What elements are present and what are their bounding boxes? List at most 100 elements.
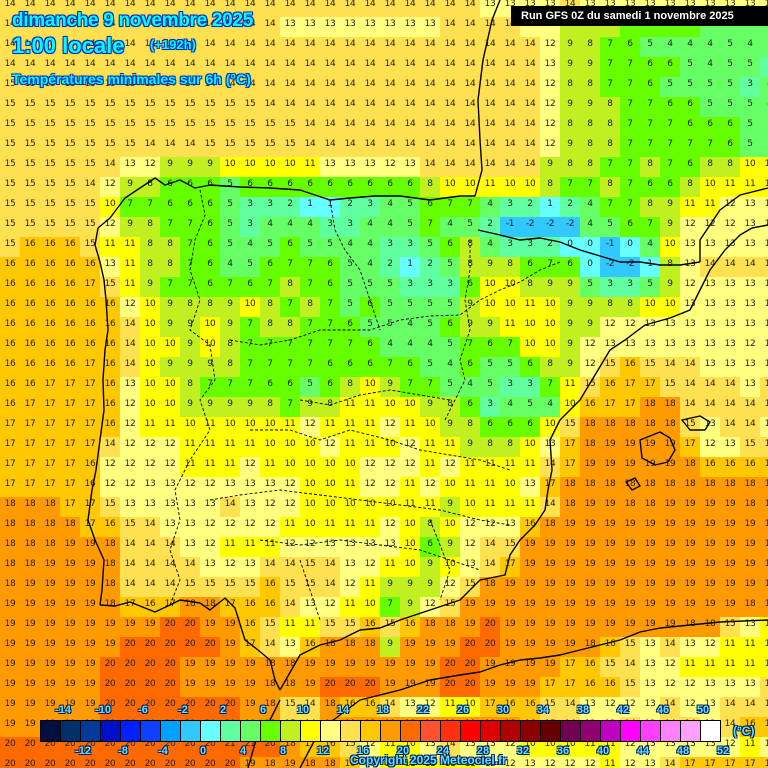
temperature-value: 8 [467, 239, 473, 249]
temperature-value: 14 [364, 79, 376, 89]
temperature-value: 11 [724, 179, 736, 189]
temperature-value: 1 [547, 199, 553, 209]
temperature-value: 18 [484, 579, 496, 589]
temperature-value: 14 [384, 139, 396, 149]
temperature-value: 13 [764, 239, 768, 249]
temperature-value: 19 [64, 579, 76, 589]
temperature-value: 13 [344, 559, 356, 569]
temperature-value: 10 [504, 299, 516, 309]
temperature-value: 9 [427, 579, 433, 589]
temperature-value: 4 [467, 379, 473, 389]
temperature-value: 12 [184, 479, 196, 489]
grid-cell [80, 57, 100, 77]
temperature-value: 7 [287, 259, 293, 269]
temperature-value: 19 [204, 679, 216, 689]
temperature-value: 8 [587, 79, 593, 89]
grid-cell [540, 97, 560, 117]
temperature-value: 9 [127, 179, 133, 189]
temperature-value: 17 [724, 759, 736, 768]
temperature-value: 15 [264, 119, 276, 129]
grid-cell [600, 117, 620, 137]
model-run-label: Run GFS 0Z du samedi 1 novembre 2025 [511, 6, 768, 26]
temperature-value: 14 [444, 59, 456, 69]
temperature-value: 8 [307, 299, 313, 309]
temperature-value: 18 [44, 539, 56, 549]
temperature-value: 14 [144, 0, 156, 9]
temperature-value: 14 [424, 59, 436, 69]
temperature-value: 7 [387, 359, 393, 369]
temperature-value: 7 [267, 359, 273, 369]
temperature-value: 7 [707, 139, 713, 149]
temperature-value: 19 [404, 679, 416, 689]
temperature-value: 14 [524, 39, 536, 49]
temperature-value: 18 [304, 759, 316, 768]
grid-cell [0, 17, 20, 37]
temperature-value: 13 [724, 239, 736, 249]
temperature-value: 14 [424, 79, 436, 89]
temperature-value: 7 [187, 239, 193, 249]
temperature-value: 19 [84, 539, 96, 549]
temperature-value: 14 [484, 59, 496, 69]
temperature-value: 11 [744, 639, 756, 649]
temperature-value: 15 [4, 139, 16, 149]
temperature-value: 15 [384, 619, 396, 629]
temperature-value: 4 [707, 39, 713, 49]
temperature-value: 15 [244, 99, 256, 109]
temperature-value: 20 [184, 639, 196, 649]
temperature-value: 14 [544, 499, 556, 509]
temperature-value: 14 [324, 579, 336, 589]
temperature-value: 11 [284, 619, 296, 629]
temperature-value: 15 [104, 119, 116, 129]
temperature-value: 9 [187, 319, 193, 329]
grid-cell [540, 137, 560, 157]
grid-cell [600, 57, 620, 77]
temperature-value: 11 [344, 479, 356, 489]
legend-tick-bottom: -12 [75, 745, 91, 757]
temperature-value: 14 [224, 59, 236, 69]
temperature-value: 10 [144, 339, 156, 349]
temperature-value: 15 [264, 619, 276, 629]
temperature-value: 12 [484, 519, 496, 529]
temperature-value: 17 [4, 459, 16, 469]
temperature-value: 17 [4, 419, 16, 429]
temperature-value: 12 [204, 479, 216, 489]
temperature-value: 7 [647, 139, 653, 149]
temperature-value: 19 [744, 559, 756, 569]
temperature-value: 19 [204, 659, 216, 669]
temperature-value: 14 [124, 319, 136, 329]
temperature-value: 12 [384, 419, 396, 429]
temperature-value: 6 [427, 539, 433, 549]
temperature-value: 16 [244, 619, 256, 629]
temperature-value: 13 [704, 279, 716, 289]
temperature-value: 4 [227, 259, 233, 269]
temperature-value: 19 [604, 599, 616, 609]
temperature-value: 19 [704, 499, 716, 509]
temperature-value: 14 [284, 59, 296, 69]
temperature-value: 15 [644, 359, 656, 369]
temperature-value: 10 [664, 299, 676, 309]
temperature-value: 10 [544, 419, 556, 429]
temperature-value: 15 [564, 419, 576, 429]
temperature-value: 13 [624, 339, 636, 349]
temperature-value: -2 [545, 219, 555, 229]
temperature-value: 14 [44, 39, 56, 49]
temperature-value: 12 [464, 539, 476, 549]
temperature-value: 13 [104, 259, 116, 269]
temperature-value: 15 [64, 99, 76, 109]
temperature-value: 12 [604, 319, 616, 329]
temperature-value: 11 [424, 439, 436, 449]
temperature-value: 10 [524, 439, 536, 449]
temperature-value: 8 [167, 259, 173, 269]
temperature-value: 14 [524, 59, 536, 69]
temperature-value: 12 [564, 759, 576, 768]
temperature-value: 14 [124, 359, 136, 369]
temperature-value: 19 [4, 639, 16, 649]
temperature-value: 19 [64, 559, 76, 569]
temperature-value: 8 [607, 99, 613, 109]
temperature-value: 14 [104, 439, 116, 449]
temperature-value: 15 [764, 439, 768, 449]
temperature-value: 19 [644, 619, 656, 629]
temperature-value: 19 [724, 599, 736, 609]
temperature-value: 18 [664, 479, 676, 489]
grid-cell [620, 97, 640, 117]
